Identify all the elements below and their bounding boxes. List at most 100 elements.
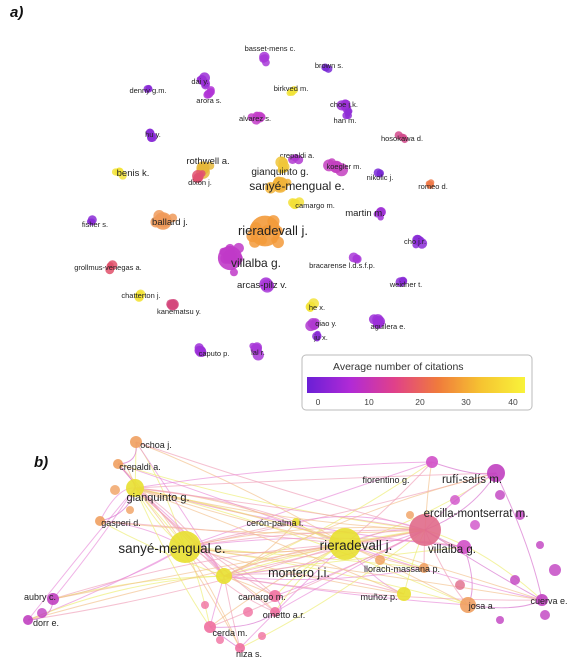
author-node[interactable]: hosokawa d. — [381, 131, 423, 144]
author-node[interactable]: arora s. — [196, 86, 222, 105]
author-node[interactable]: he x. — [305, 298, 326, 313]
minor-node — [216, 636, 224, 644]
author-node[interactable]: niza s. — [235, 643, 262, 659]
author-node[interactable]: koegler m. — [323, 158, 362, 177]
minor-node — [496, 616, 504, 624]
edge — [52, 487, 136, 600]
author-node[interactable]: cho j.r. — [404, 234, 428, 249]
minor-node — [110, 485, 120, 495]
node-core — [272, 177, 288, 193]
author-label: caputo p. — [199, 349, 230, 358]
author-node[interactable]: cuerva e. — [530, 594, 568, 606]
author-node[interactable]: villalba g. — [217, 242, 281, 277]
author-node[interactable]: crepaldi a. — [113, 459, 161, 472]
author-node[interactable]: gianquinto g. — [251, 156, 309, 178]
author-node[interactable]: ju x. — [312, 330, 328, 342]
edge — [134, 487, 405, 595]
author-node[interactable]: qiao y. — [305, 318, 337, 332]
author-node[interactable]: romeo d. — [418, 179, 448, 191]
author-node[interactable]: benis k. — [111, 167, 149, 180]
edge — [134, 487, 346, 545]
author-node[interactable]: choe j.k. — [330, 99, 358, 113]
author-node[interactable]: gasperi d. — [95, 516, 141, 528]
author-node[interactable]: brown s. — [315, 61, 343, 73]
author-node[interactable]: gianquinto g. — [126, 479, 190, 504]
author-node[interactable]: aubry c. — [24, 592, 59, 605]
edge — [223, 529, 426, 577]
node-core — [193, 173, 203, 183]
author-node[interactable]: ercilla-montserrat m. — [409, 508, 528, 546]
author-node[interactable]: chatterton j. — [121, 289, 161, 302]
author-label: cerda m. — [212, 628, 247, 638]
author-node[interactable]: bracarense l.d.s.f.p. — [309, 252, 375, 270]
edge — [184, 546, 543, 601]
author-node[interactable]: fiorentino g. — [362, 456, 438, 485]
author-node[interactable]: camargo m. — [288, 197, 335, 210]
author-label: rieradevall j. — [238, 223, 308, 238]
node-core — [88, 218, 96, 226]
author-node[interactable]: dixon j. — [188, 170, 212, 187]
author-label: bracarense l.d.s.f.p. — [309, 261, 375, 270]
author-node[interactable]: rieradevall j. — [320, 528, 393, 560]
edge — [495, 472, 543, 601]
author-label: weidner t. — [389, 280, 423, 289]
panel-a-network: basset-mens c. brown s. dai y. denny g.m. bi… — [74, 44, 448, 361]
author-node[interactable]: ballard j. — [150, 210, 188, 230]
author-node[interactable]: sanyé-mengual e. — [249, 176, 345, 194]
author-node[interactable]: kanematsu y. — [157, 299, 201, 316]
author-node[interactable]: rufí-salís m. — [442, 464, 505, 486]
author-label: sanyé-mengual e. — [249, 179, 344, 193]
author-node[interactable]: dorr e. — [23, 615, 59, 628]
author-node[interactable]: aguilera e. — [368, 314, 406, 331]
author-node[interactable]: camargo m. — [238, 590, 286, 602]
author-label: qiao y. — [315, 319, 337, 328]
author-label: alvarez s. — [239, 114, 271, 123]
author-node[interactable]: ometto a.r. — [263, 607, 306, 620]
minor-node — [201, 601, 209, 609]
minor-node — [37, 608, 47, 618]
author-node[interactable]: josa a. — [460, 597, 495, 613]
author-node[interactable]: basset-mens c. — [245, 44, 296, 67]
author-node[interactable]: villalba g. — [428, 540, 476, 556]
author-node[interactable]: arcas-pilz v. — [237, 277, 287, 293]
author-node[interactable]: denny g.m. — [129, 84, 167, 95]
node-circle — [409, 514, 441, 546]
author-node[interactable]: alvarez s. — [239, 111, 271, 125]
author-node[interactable]: montero j.i. — [216, 566, 330, 584]
author-node[interactable]: grollmus-venegas a. — [74, 260, 142, 275]
author-node[interactable]: martin m. — [345, 207, 386, 221]
author-node[interactable]: llorach-massana p. — [364, 563, 440, 574]
author-label: josa a. — [468, 601, 496, 611]
author-node[interactable]: fisher s. — [82, 215, 108, 229]
minor-nodes — [37, 485, 561, 644]
author-node[interactable]: dai y. — [191, 72, 211, 90]
author-node[interactable]: crepaldi a. — [280, 151, 315, 165]
legend-tick-label: 30 — [461, 397, 471, 407]
author-node[interactable]: sanyé-mengual e. — [118, 531, 226, 563]
node-core — [291, 154, 299, 162]
node-circle — [130, 436, 142, 448]
author-node[interactable]: muñoz p. — [360, 587, 411, 602]
author-node[interactable]: cerón-palma i. — [246, 518, 304, 528]
node-core — [278, 163, 288, 173]
node-circle — [269, 590, 281, 602]
node-circle — [419, 563, 429, 573]
author-label: ometto a.r. — [263, 610, 306, 620]
author-node[interactable]: ochoa j. — [130, 436, 172, 450]
author-label: cerón-palma i. — [246, 518, 303, 528]
author-label: dai y. — [191, 77, 208, 86]
node-circle — [487, 464, 505, 482]
author-node[interactable]: rieradevall j. — [238, 215, 308, 249]
edge — [134, 487, 469, 606]
author-label: gianquinto g. — [251, 167, 308, 178]
author-node[interactable]: birkved m. — [274, 84, 309, 97]
author-node[interactable]: hu y. — [145, 128, 161, 143]
author-node[interactable]: caputo p. — [194, 343, 229, 358]
author-node[interactable]: lal r. — [249, 342, 265, 361]
author-node[interactable]: cerda m. — [204, 621, 248, 638]
author-node[interactable]: nikolic j. — [367, 168, 394, 182]
author-node[interactable]: han m. — [334, 107, 357, 125]
author-node[interactable]: weidner t. — [389, 276, 423, 289]
panel-b-label: b) — [34, 454, 49, 471]
